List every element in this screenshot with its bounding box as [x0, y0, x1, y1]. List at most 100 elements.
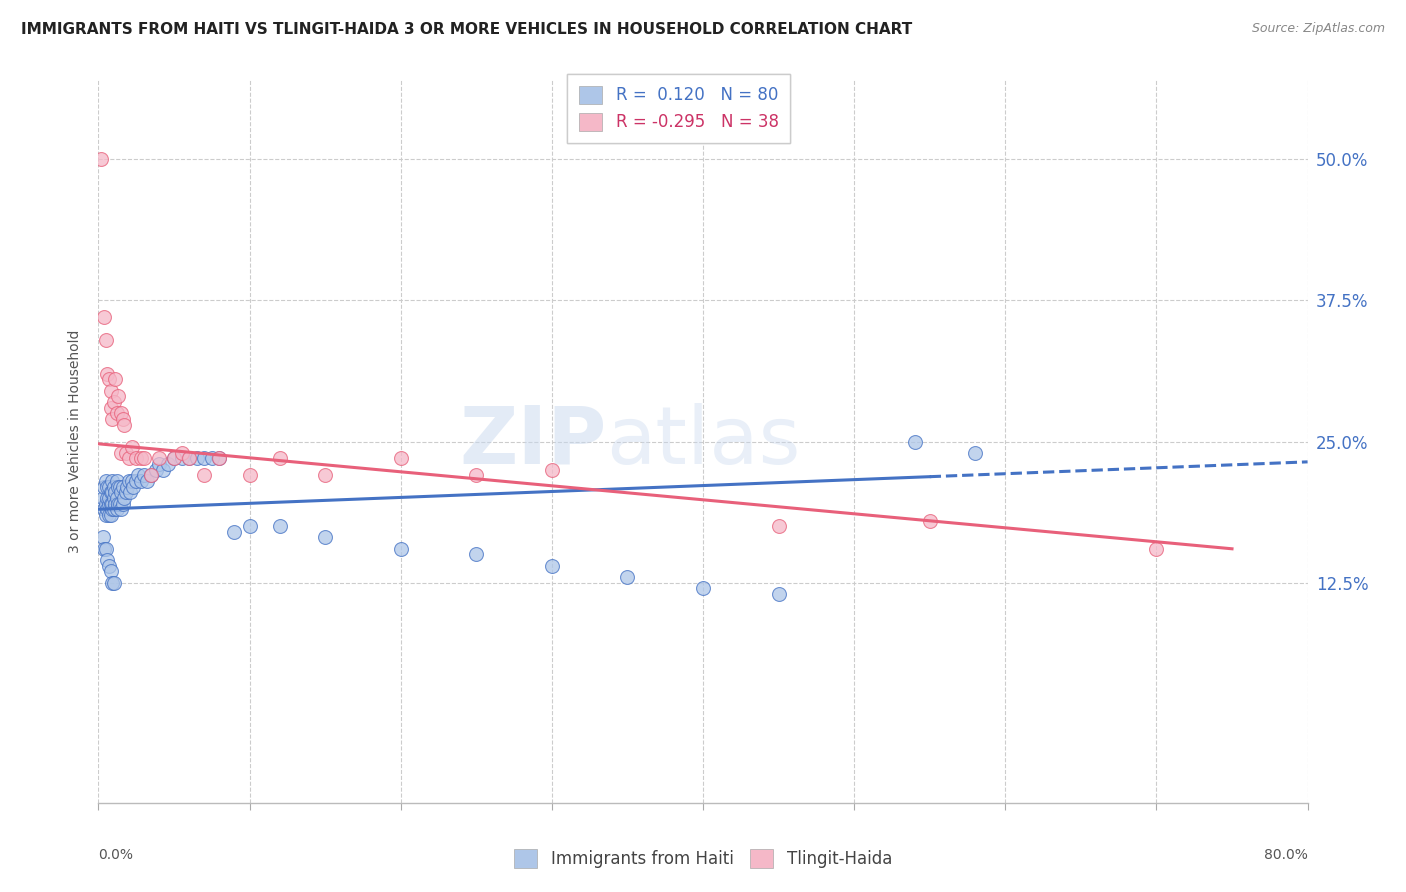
- Point: [148, 451, 170, 466]
- Point: [179, 451, 201, 466]
- Point: [616, 570, 638, 584]
- Point: [193, 451, 215, 466]
- Point: [141, 468, 163, 483]
- Legend: Immigrants from Haiti, Tlingit-Haida: Immigrants from Haiti, Tlingit-Haida: [508, 843, 898, 875]
- Point: [96, 502, 118, 516]
- Point: [118, 451, 141, 466]
- Point: [103, 491, 125, 505]
- Point: [389, 541, 412, 556]
- Point: [132, 451, 155, 466]
- Point: [163, 451, 186, 466]
- Point: [110, 485, 132, 500]
- Point: [540, 463, 562, 477]
- Point: [118, 474, 141, 488]
- Point: [145, 463, 167, 477]
- Point: [904, 434, 927, 449]
- Point: [239, 519, 262, 533]
- Point: [104, 485, 127, 500]
- Point: [98, 491, 121, 505]
- Point: [201, 451, 224, 466]
- Point: [104, 497, 127, 511]
- Point: [98, 480, 121, 494]
- Point: [104, 372, 127, 386]
- Point: [112, 417, 135, 432]
- Point: [152, 463, 174, 477]
- Point: [269, 451, 291, 466]
- Point: [94, 474, 117, 488]
- Point: [105, 491, 128, 505]
- Point: [170, 451, 193, 466]
- Point: [100, 565, 122, 579]
- Point: [96, 553, 118, 567]
- Point: [100, 401, 122, 415]
- Point: [239, 468, 262, 483]
- Point: [186, 451, 208, 466]
- Point: [98, 508, 121, 522]
- Point: [98, 497, 121, 511]
- Point: [93, 480, 115, 494]
- Point: [101, 485, 124, 500]
- Point: [540, 558, 562, 573]
- Point: [1144, 541, 1167, 556]
- Point: [105, 474, 128, 488]
- Y-axis label: 3 or more Vehicles in Household: 3 or more Vehicles in Household: [69, 330, 83, 553]
- Point: [107, 389, 129, 403]
- Point: [107, 480, 129, 494]
- Point: [108, 497, 131, 511]
- Point: [465, 548, 488, 562]
- Text: ZIP: ZIP: [458, 402, 606, 481]
- Text: 80.0%: 80.0%: [1264, 848, 1308, 862]
- Point: [103, 502, 125, 516]
- Point: [208, 451, 231, 466]
- Point: [170, 446, 193, 460]
- Point: [127, 468, 149, 483]
- Point: [103, 575, 125, 590]
- Point: [148, 457, 170, 471]
- Point: [110, 446, 132, 460]
- Point: [224, 524, 246, 539]
- Point: [141, 468, 163, 483]
- Point: [111, 497, 134, 511]
- Point: [105, 502, 128, 516]
- Point: [269, 519, 291, 533]
- Point: [110, 502, 132, 516]
- Point: [94, 508, 117, 522]
- Point: [163, 451, 186, 466]
- Point: [93, 541, 115, 556]
- Point: [132, 468, 155, 483]
- Legend: R =  0.120   N = 80, R = -0.295   N = 38: R = 0.120 N = 80, R = -0.295 N = 38: [567, 74, 790, 143]
- Point: [112, 491, 135, 505]
- Point: [101, 412, 124, 426]
- Point: [465, 468, 488, 483]
- Point: [103, 395, 125, 409]
- Point: [918, 514, 941, 528]
- Point: [93, 310, 115, 325]
- Point: [135, 474, 157, 488]
- Point: [101, 474, 124, 488]
- Text: 0.0%: 0.0%: [98, 848, 134, 862]
- Point: [111, 480, 134, 494]
- Text: Source: ZipAtlas.com: Source: ZipAtlas.com: [1251, 22, 1385, 36]
- Point: [768, 519, 790, 533]
- Point: [103, 480, 125, 494]
- Point: [114, 485, 136, 500]
- Point: [108, 480, 131, 494]
- Point: [129, 451, 152, 466]
- Text: atlas: atlas: [606, 402, 800, 481]
- Point: [122, 480, 145, 494]
- Point: [100, 384, 122, 398]
- Point: [93, 502, 115, 516]
- Point: [111, 412, 134, 426]
- Point: [125, 474, 148, 488]
- Point: [91, 491, 114, 505]
- Point: [94, 541, 117, 556]
- Point: [98, 372, 121, 386]
- Point: [115, 480, 138, 494]
- Point: [94, 333, 117, 347]
- Point: [120, 485, 142, 500]
- Point: [100, 497, 122, 511]
- Point: [100, 508, 122, 522]
- Point: [91, 531, 114, 545]
- Point: [101, 575, 124, 590]
- Point: [314, 468, 336, 483]
